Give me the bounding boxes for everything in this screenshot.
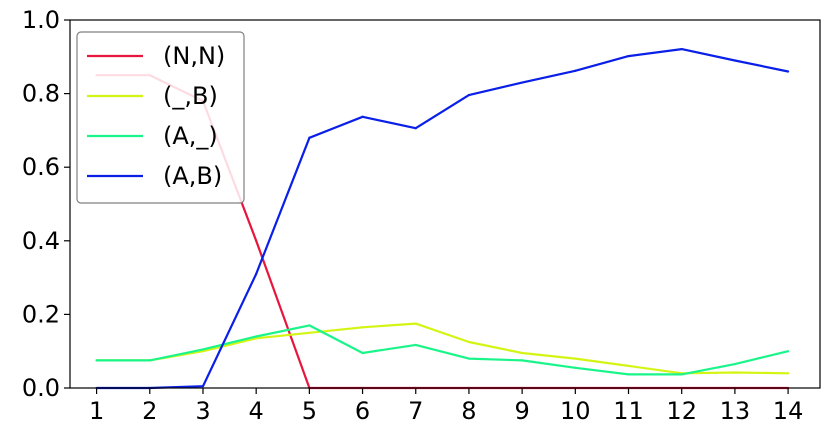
data-point-2-6 [414,343,417,347]
data-point-3-3 [255,272,258,276]
data-point-1-12 [733,371,736,374]
x-tick-label: 5 [302,397,317,425]
legend-item-1: (_,B) [87,82,218,110]
legend-label: (N,N) [163,42,225,70]
y-tick-label: 0.6 [22,153,60,181]
y-tick-label: 0.8 [22,80,60,108]
data-point-1-2 [201,350,205,353]
data-point-2-13 [786,350,790,353]
x-tick-label: 12 [666,397,697,425]
data-point-3-9 [574,69,577,72]
data-point-2-2 [201,348,205,351]
data-point-1-8 [521,351,524,355]
data-point-2-8 [521,359,524,362]
data-point-1-7 [467,340,471,344]
data-point-2-5 [361,351,364,355]
data-point-1-5 [361,326,364,329]
data-point-2-10 [627,373,630,376]
data-point-3-10 [627,54,630,58]
data-point-2-1 [148,359,151,362]
series-line-2 [96,324,789,376]
x-tick-label: 9 [514,397,529,425]
x-tick-label: 14 [773,397,804,425]
x-tick-label: 8 [461,397,476,425]
data-point-3-6 [414,127,417,130]
data-point-2-4 [308,324,311,327]
data-point-3-12 [733,59,736,62]
data-point-3-7 [467,93,471,97]
legend-label: (A,B) [163,162,222,190]
data-point-3-11 [680,47,683,51]
series-line-3 [96,47,789,390]
legend-item-0: (N,N) [87,42,225,70]
x-tick-label: 13 [720,397,751,425]
legend-item-3: (A,B) [87,162,222,190]
data-point-2-12 [733,362,736,366]
x-tick-label: 7 [408,397,423,425]
data-point-0-3 [255,239,258,242]
data-point-1-4 [308,331,311,334]
series-2 [95,324,790,376]
data-point-1-10 [627,364,630,368]
data-point-3-4 [308,136,311,139]
data-point-2-3 [255,335,258,338]
legend-box [76,31,245,204]
x-tick-label: 11 [613,397,644,425]
y-tick-label: 0.4 [22,227,60,255]
y-tick-label: 0.0 [22,374,60,402]
x-tick-label: 10 [560,397,591,425]
data-point-3-13 [786,70,790,73]
data-point-2-9 [574,366,577,369]
data-point-3-5 [361,115,364,118]
legend: (N,N) (_,B) (A,_) (A,B) [76,31,245,204]
legend-label: (_,B) [163,82,218,110]
y-tick-label: 1.0 [22,6,60,34]
plot-frame [69,19,821,389]
x-tick-label: 6 [355,397,370,425]
x-tick-label: 4 [249,397,264,425]
data-point-3-2 [201,385,205,388]
data-point-2-11 [680,373,683,376]
y-axis: 0.0 0.2 0.4 0.6 0.8 1.0 [22,6,70,402]
data-point-1-9 [574,357,577,360]
x-axis: 1 2 3 4 5 6 7 8 9 10 11 12 13 14 [89,388,803,425]
x-tick-label: 3 [195,397,210,425]
legend-item-2: (A,_) [87,122,218,150]
series-line-1 [96,322,789,375]
data-point-1-13 [786,372,790,375]
x-tick-label: 1 [89,397,104,425]
series-1 [95,322,790,375]
data-point-2-0 [95,359,98,362]
data-point-3-8 [521,81,524,84]
y-tick-label: 0.2 [22,300,60,328]
legend-label: (A,_) [163,122,218,150]
x-tick-label: 2 [142,397,157,425]
data-point-2-7 [467,357,471,360]
data-point-1-6 [414,322,417,325]
